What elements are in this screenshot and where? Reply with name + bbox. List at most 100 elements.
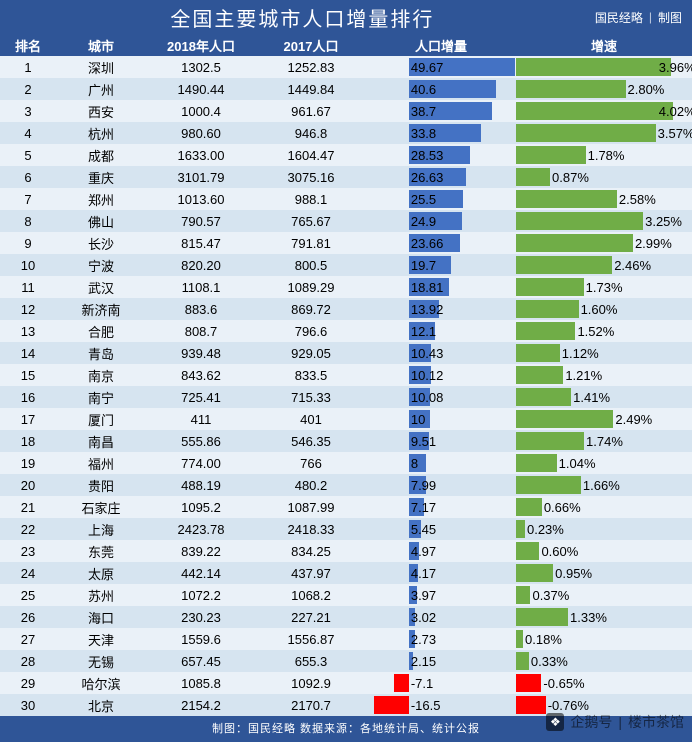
cell-city: 北京 (56, 694, 146, 716)
table-row: 13合肥808.7796.612.11.52% (0, 320, 692, 342)
cell-increment: 4.17 (366, 562, 516, 584)
table-row: 25苏州1072.21068.23.970.37% (0, 584, 692, 606)
rate-value: -0.65% (541, 672, 586, 694)
cell-rank: 17 (0, 408, 56, 430)
cell-rank: 5 (0, 144, 56, 166)
cell-rank: 11 (0, 276, 56, 298)
cell-2017: 437.97 (256, 562, 366, 584)
table-row: 28无锡657.45655.32.150.33% (0, 650, 692, 672)
table-row: 6重庆3101.793075.1626.630.87% (0, 166, 692, 188)
rate-value: 0.87% (550, 166, 591, 188)
cell-increment: 7.17 (366, 496, 516, 518)
cell-rate: 0.87% (516, 166, 692, 188)
chart-title: 全国主要城市人口增量排行 (10, 3, 595, 32)
cell-rate: 1.73% (516, 276, 692, 298)
col-2018: 2018年人口 (146, 34, 256, 56)
cell-2017: 1068.2 (256, 584, 366, 606)
cell-2017: 401 (256, 408, 366, 430)
cell-2018: 230.23 (146, 606, 256, 628)
rate-value: 1.21% (563, 364, 604, 386)
cell-2017: 1087.99 (256, 496, 366, 518)
cell-city: 佛山 (56, 210, 146, 232)
rate-value: 3.57% (656, 122, 692, 144)
cell-increment: 23.66 (366, 232, 516, 254)
rate-value: 1.78% (586, 144, 627, 166)
cell-rate: 1.52% (516, 320, 692, 342)
watermark-brand: 企鹅号 (570, 712, 612, 732)
cell-rank: 23 (0, 540, 56, 562)
cell-2018: 980.60 (146, 122, 256, 144)
increment-value: 5.45 (409, 518, 438, 540)
cell-increment: 13.92 (366, 298, 516, 320)
cell-city: 合肥 (56, 320, 146, 342)
rate-value: 2.49% (613, 408, 654, 430)
cell-rank: 1 (0, 56, 56, 78)
cell-2018: 1559.6 (146, 628, 256, 650)
cell-increment: 19.7 (366, 254, 516, 276)
increment-value: -7.1 (409, 672, 435, 694)
cell-city: 长沙 (56, 232, 146, 254)
cell-2017: 715.33 (256, 386, 366, 408)
cell-city: 重庆 (56, 166, 146, 188)
cell-rate: 0.95% (516, 562, 692, 584)
cell-city: 南昌 (56, 430, 146, 452)
cell-2017: 1092.9 (256, 672, 366, 694)
increment-value: 9.51 (409, 430, 438, 452)
cell-city: 宁波 (56, 254, 146, 276)
cell-2018: 2423.78 (146, 518, 256, 540)
table-row: 29哈尔滨1085.81092.9-7.1-0.65% (0, 672, 692, 694)
table-row: 21石家庄1095.21087.997.170.66% (0, 496, 692, 518)
cell-2017: 765.67 (256, 210, 366, 232)
cell-city: 杭州 (56, 122, 146, 144)
cell-rank: 24 (0, 562, 56, 584)
increment-value: 25.5 (409, 188, 438, 210)
cell-increment: 2.15 (366, 650, 516, 672)
rate-value: 1.74% (584, 430, 625, 452)
rate-value: 1.60% (579, 298, 620, 320)
cell-city: 上海 (56, 518, 146, 540)
table-head: 排名 城市 2018年人口 2017人口 人口增量 增速 (0, 34, 692, 56)
cell-increment: 10.43 (366, 342, 516, 364)
cell-2018: 1302.5 (146, 56, 256, 78)
cell-rate: 2.99% (516, 232, 692, 254)
rate-value: 0.23% (525, 518, 566, 540)
increment-value: 10 (409, 408, 427, 430)
cell-rank: 28 (0, 650, 56, 672)
cell-rate: 1.60% (516, 298, 692, 320)
cell-2018: 939.48 (146, 342, 256, 364)
cell-increment: 40.6 (366, 78, 516, 100)
cell-rank: 30 (0, 694, 56, 716)
increment-value: 4.17 (409, 562, 438, 584)
penguin-icon: ❖ (546, 713, 564, 731)
cell-city: 贵阳 (56, 474, 146, 496)
cell-rate: 3.96% (516, 56, 692, 78)
cell-rank: 29 (0, 672, 56, 694)
cell-2017: 1604.47 (256, 144, 366, 166)
table-row: 7郑州1013.60988.125.52.58% (0, 188, 692, 210)
cell-city: 西安 (56, 100, 146, 122)
cell-2018: 488.19 (146, 474, 256, 496)
rate-value: 4.02% (657, 100, 692, 122)
cell-rank: 15 (0, 364, 56, 386)
cell-2017: 2418.33 (256, 518, 366, 540)
cell-rate: 1.33% (516, 606, 692, 628)
cell-increment: 9.51 (366, 430, 516, 452)
cell-rate: 0.66% (516, 496, 692, 518)
cell-2017: 3075.16 (256, 166, 366, 188)
table-row: 8佛山790.57765.6724.93.25% (0, 210, 692, 232)
table-row: 4杭州980.60946.833.83.57% (0, 122, 692, 144)
ranking-table: 排名 城市 2018年人口 2017人口 人口增量 增速 1深圳1302.512… (0, 34, 692, 716)
cell-rank: 19 (0, 452, 56, 474)
increment-value: 10.08 (409, 386, 446, 408)
cell-rank: 20 (0, 474, 56, 496)
cell-2018: 657.45 (146, 650, 256, 672)
cell-increment: 4.97 (366, 540, 516, 562)
cell-city: 青岛 (56, 342, 146, 364)
cell-rate: 1.78% (516, 144, 692, 166)
increment-value: 3.97 (409, 584, 438, 606)
table-row: 10宁波820.20800.519.72.46% (0, 254, 692, 276)
increment-value: 3.02 (409, 606, 438, 628)
cell-2018: 1095.2 (146, 496, 256, 518)
cell-2018: 442.14 (146, 562, 256, 584)
cell-rate: 1.66% (516, 474, 692, 496)
